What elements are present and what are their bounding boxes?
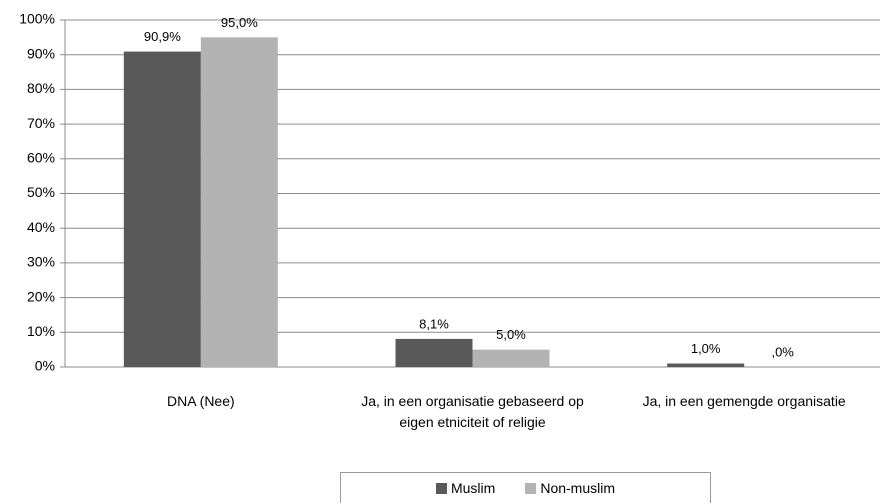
value-label: 90,9%	[144, 29, 181, 44]
x-tick-label: DNA (Nee)	[166, 393, 235, 409]
y-tick-label: 80%	[27, 80, 55, 96]
bar	[123, 51, 201, 368]
bar	[200, 37, 278, 367]
y-tick-label: 60%	[27, 150, 55, 166]
legend-item: Muslim	[435, 480, 496, 496]
value-label: 5,0%	[496, 327, 526, 342]
legend: Muslim Non-muslim	[340, 472, 711, 503]
value-label: 8,1%	[419, 316, 449, 331]
x-tick-label: Ja, in een gemengde organisatie	[642, 393, 846, 409]
y-tick-label: 40%	[27, 219, 55, 235]
value-label: 95,0%	[221, 15, 258, 30]
y-tick-label: 10%	[27, 323, 55, 339]
x-tick-label: Ja, in een organisatie gebaseerd op eige…	[361, 393, 584, 430]
legend-label: Non-muslim	[540, 480, 616, 496]
bar	[667, 363, 745, 367]
y-tick-label: 0%	[35, 358, 55, 374]
y-tick-label: 70%	[27, 115, 55, 131]
value-label: ,0%	[771, 344, 794, 359]
bar	[395, 338, 473, 367]
legend-swatch	[435, 482, 447, 494]
legend-swatch	[525, 482, 537, 494]
y-tick-label: 90%	[27, 45, 55, 61]
y-tick-label: 30%	[27, 254, 55, 270]
legend-label: Muslim	[450, 480, 496, 496]
y-tick-label: 100%	[19, 11, 55, 27]
y-tick-label: 20%	[27, 288, 55, 304]
y-tick-label: 50%	[27, 184, 55, 200]
value-label: 1,0%	[691, 341, 721, 356]
bar	[472, 349, 550, 367]
legend-item: Non-muslim	[525, 480, 615, 496]
